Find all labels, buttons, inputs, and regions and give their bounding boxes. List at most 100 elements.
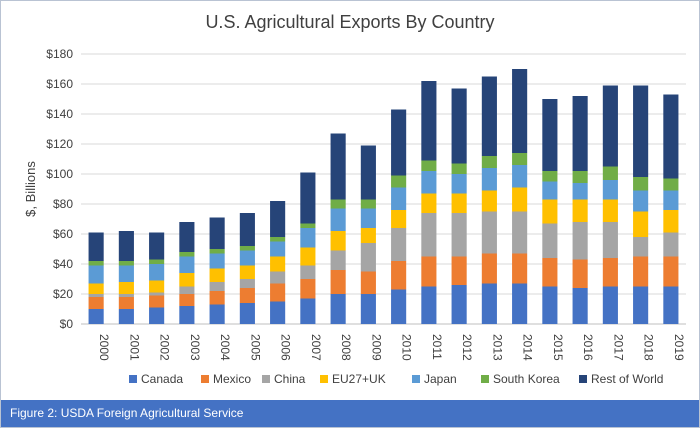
bar-segment [360,271,376,294]
bar-segment [542,199,558,224]
legend-label: EU27+UK [332,372,386,386]
bar-segment [542,286,558,324]
x-tick-label: 2018 [642,334,656,361]
y-tick-label: $20 [53,287,73,301]
legend-label: Canada [141,372,183,386]
y-tick-label: $80 [53,197,73,211]
legend-swatch [412,375,420,383]
bar-segment [391,210,407,228]
y-tick-label: $0 [60,317,74,331]
bars [88,69,679,324]
x-tick-label: 2002 [158,334,172,361]
legend-label: China [274,372,306,386]
bar-segment [602,85,618,167]
bar-segment [512,187,528,212]
bar-segment [118,265,134,282]
bar-segment [149,259,165,264]
bar-segment [451,256,467,285]
bar-segment [118,309,134,324]
bar-segment [572,199,588,222]
gridlines [81,53,686,325]
bar-segment [542,223,558,258]
bar-segment [512,283,528,324]
bar-segment [512,165,528,188]
bar-segment [391,187,407,210]
bar-segment [633,286,649,324]
legend-item: Japan [412,372,457,386]
bar-segment [330,199,346,209]
x-tick-label: 2009 [369,334,383,361]
bar-segment [149,295,165,308]
bar-segment [330,250,346,270]
bar-segment [330,294,346,324]
bar-segment [391,175,407,188]
bar-segment [602,199,618,222]
bar-segment [633,211,649,237]
bar-segment [481,76,497,156]
bar-segment [481,168,497,191]
legend-swatch [201,375,209,383]
bar-segment [663,94,679,179]
bar-segment [239,303,255,324]
bar-segment [451,174,467,194]
bar-segment [663,210,679,233]
bar-segment [149,232,165,260]
bar-segment [391,228,407,261]
bar-segment [421,81,437,161]
bar-segment [149,292,165,296]
bar-segment [300,298,316,324]
stacked-bar-chart: U.S. Agricultural Exports By Country $0$… [23,12,686,386]
bar-segment [633,190,649,212]
bar-segment [542,258,558,287]
bar-segment [602,222,618,258]
bar-segment [481,190,497,212]
legend-swatch [262,375,270,383]
bar-segment [300,265,316,279]
bar-segment [663,178,679,191]
y-axis-label: $, Billions [23,161,38,217]
x-tick-label: 2000 [97,334,111,361]
bar-segment [239,288,255,303]
bar-segment [270,241,286,257]
bar-segment [88,283,104,294]
bar-segment [88,265,104,284]
bar-segment [179,256,195,273]
bar-segment [512,253,528,284]
x-tick-label: 2010 [400,334,414,361]
bar-segment [602,286,618,324]
bar-segment [118,297,134,309]
y-tick-label: $60 [53,227,73,241]
bar-segment [179,306,195,324]
bar-segment [391,109,407,176]
bar-segment [572,96,588,171]
caption-bar: Figure 2: USDA Foreign Agricultural Serv… [1,400,699,427]
bar-segment [300,172,316,224]
bar-segment [421,286,437,324]
y-tick-label: $100 [46,167,73,181]
x-tick-label: 2014 [521,334,535,361]
bar-segment [663,190,679,210]
bar-segment [179,286,195,294]
bar-segment [542,181,558,200]
bar-segment [542,171,558,182]
bar-segment [149,264,165,281]
bar-segment [542,99,558,171]
legend: Canada Mexico China EU27+UK Japan South Korea… [129,372,663,386]
legend-label: Rest of World [591,372,663,386]
bar-segment [239,246,255,251]
x-tick-label: 2001 [127,334,141,361]
x-tick-label: 2019 [672,334,686,361]
bar-segment [300,228,316,248]
bar-segment [602,180,618,200]
x-tick-label: 2003 [188,334,202,361]
bar-segment [149,280,165,293]
x-tick-label: 2004 [218,334,232,361]
bar-segment [239,265,255,279]
bar-segment [481,156,497,168]
bar-segment [88,232,104,261]
bar-segment [633,237,649,257]
bar-segment [179,222,195,252]
bar-segment [239,279,255,288]
y-tick-label: $40 [53,257,73,271]
